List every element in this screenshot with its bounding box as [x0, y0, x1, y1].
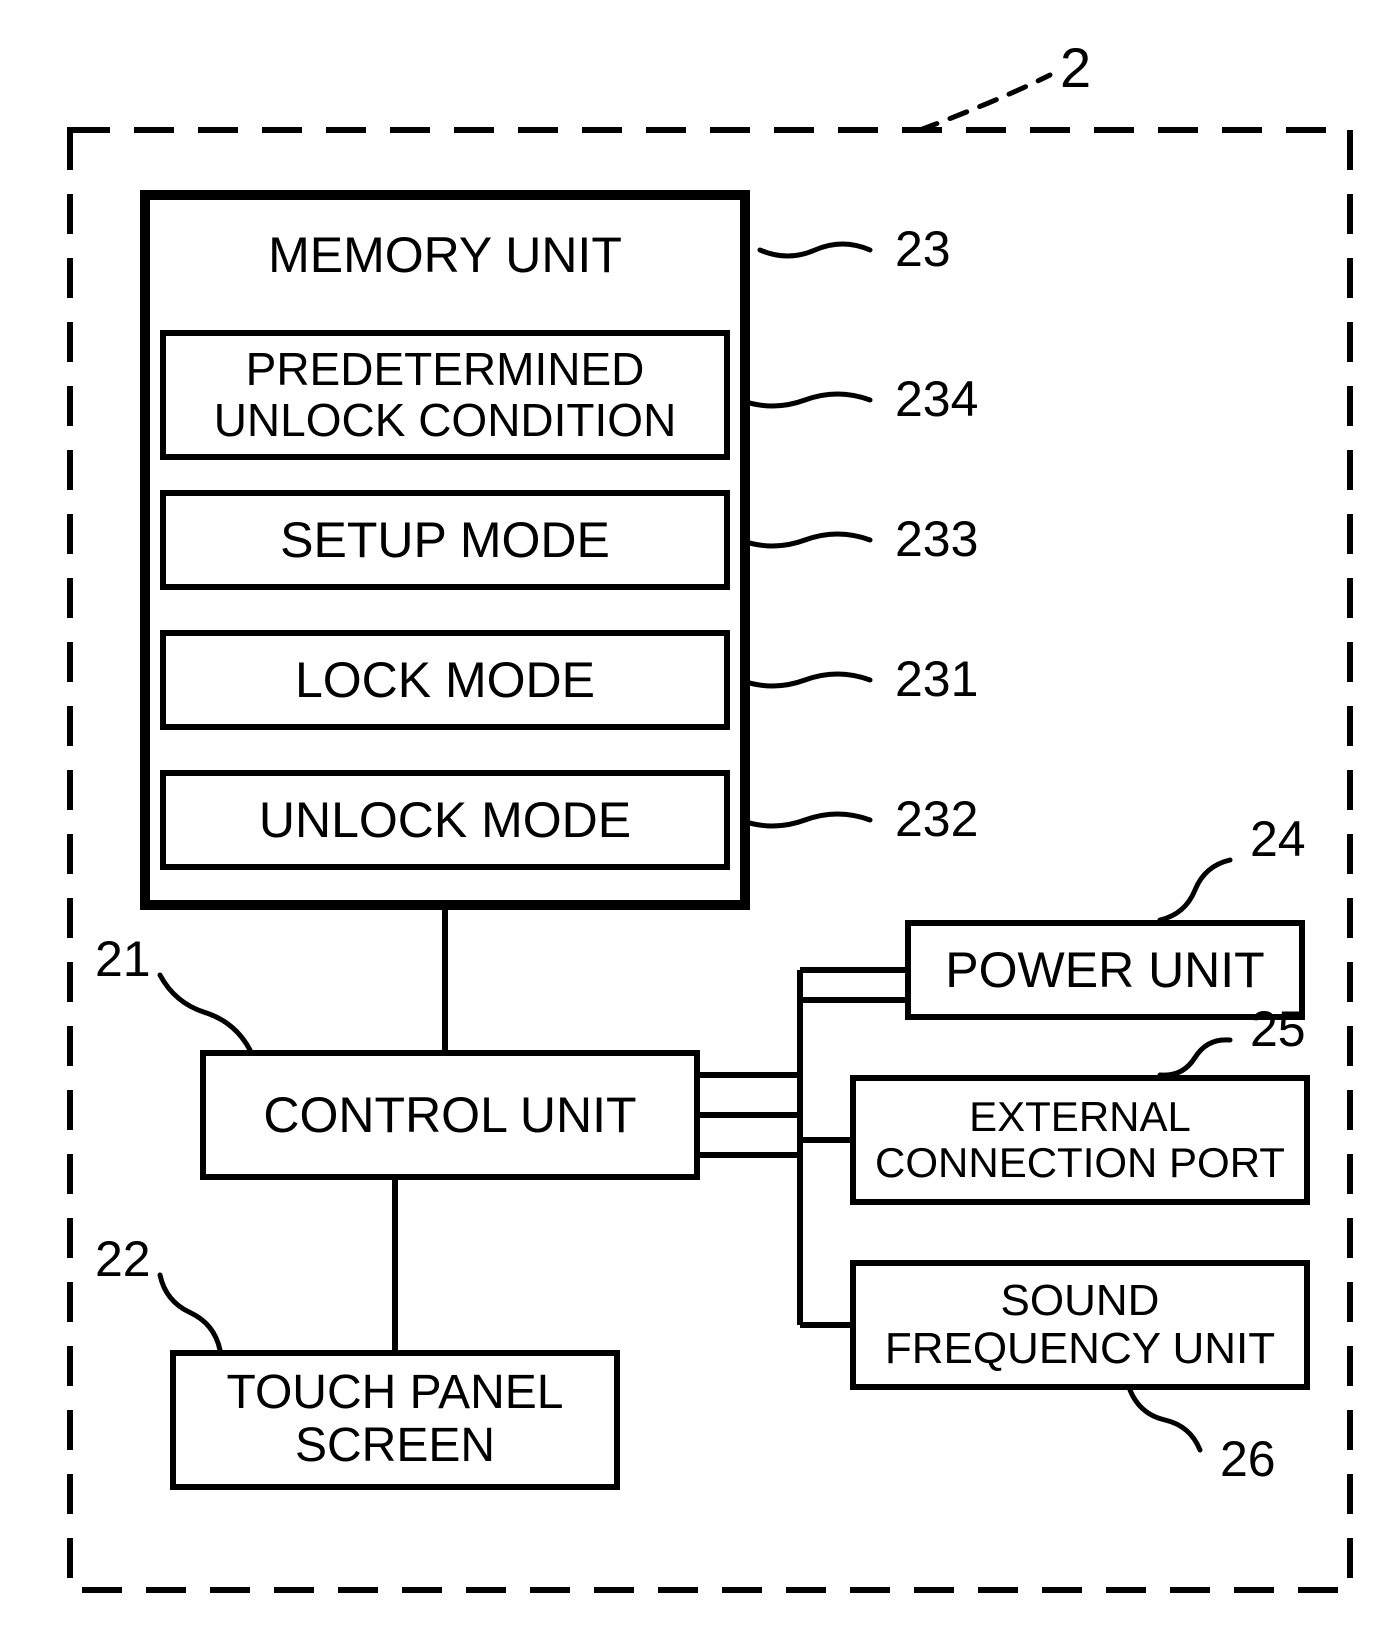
- memory-unit-title: MEMORY UNIT: [150, 228, 740, 283]
- memory-item-1: SETUP MODE: [160, 490, 730, 590]
- power-unit-box: POWER UNIT: [905, 920, 1305, 1020]
- touch-panel-box: TOUCH PANEL SCREEN: [170, 1350, 620, 1490]
- ref-label-234: 234: [895, 370, 978, 428]
- memory-item-3: UNLOCK MODE: [160, 770, 730, 870]
- diagram-canvas: 2 MEMORY UNIT 23 PREDETERMINED UNLOCK CONDI…: [0, 0, 1391, 1650]
- ref-label-25: 25: [1250, 1000, 1306, 1058]
- ref-label-231: 231: [895, 650, 978, 708]
- ref-label-26: 26: [1220, 1430, 1276, 1488]
- memory-item-2: LOCK MODE: [160, 630, 730, 730]
- ref-label-outer: 2: [1060, 35, 1091, 100]
- ref-label-233: 233: [895, 510, 978, 568]
- sound-unit-box: SOUND FREQUENCY UNIT: [850, 1260, 1310, 1390]
- memory-item-0: PREDETERMINED UNLOCK CONDITION: [160, 330, 730, 460]
- ref-label-21: 21: [95, 930, 151, 988]
- ref-label-22: 22: [95, 1230, 151, 1288]
- ref-label-24: 24: [1250, 810, 1306, 868]
- external-port-box: EXTERNAL CONNECTION PORT: [850, 1075, 1310, 1205]
- ref-label-232: 232: [895, 790, 978, 848]
- control-unit-box: CONTROL UNIT: [200, 1050, 700, 1180]
- ref-label-memory-unit: 23: [895, 220, 951, 278]
